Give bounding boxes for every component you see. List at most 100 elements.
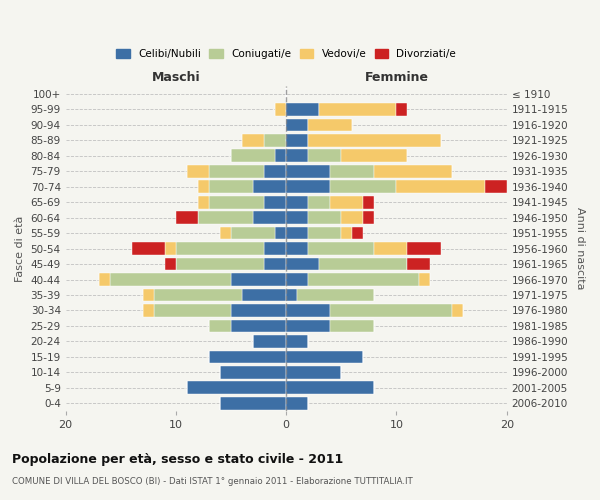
- Bar: [286, 366, 341, 378]
- Bar: [176, 242, 264, 255]
- Bar: [286, 150, 308, 162]
- Bar: [187, 382, 286, 394]
- Bar: [286, 350, 364, 363]
- Bar: [253, 180, 286, 193]
- Bar: [308, 134, 440, 146]
- Bar: [286, 335, 308, 347]
- Bar: [419, 273, 430, 286]
- Bar: [308, 227, 341, 239]
- Bar: [331, 180, 397, 193]
- Bar: [275, 227, 286, 239]
- Bar: [286, 165, 331, 177]
- Bar: [286, 196, 308, 208]
- Bar: [286, 382, 374, 394]
- Bar: [154, 288, 242, 302]
- Legend: Celibi/Nubili, Coniugati/e, Vedovi/e, Divorziati/e: Celibi/Nubili, Coniugati/e, Vedovi/e, Di…: [113, 46, 459, 62]
- Bar: [397, 180, 485, 193]
- Bar: [253, 212, 286, 224]
- Bar: [341, 227, 352, 239]
- Bar: [220, 397, 286, 409]
- Bar: [407, 258, 430, 270]
- Bar: [143, 304, 154, 317]
- Bar: [264, 258, 286, 270]
- Bar: [407, 242, 440, 255]
- Bar: [242, 134, 264, 146]
- Bar: [253, 335, 286, 347]
- Bar: [397, 103, 407, 116]
- Bar: [231, 150, 275, 162]
- Bar: [308, 150, 341, 162]
- Bar: [231, 304, 286, 317]
- Bar: [264, 165, 286, 177]
- Bar: [286, 134, 308, 146]
- Bar: [297, 288, 374, 302]
- Bar: [286, 273, 308, 286]
- Bar: [286, 180, 331, 193]
- Bar: [286, 103, 319, 116]
- Bar: [452, 304, 463, 317]
- Bar: [286, 227, 308, 239]
- Bar: [209, 165, 264, 177]
- Bar: [264, 242, 286, 255]
- Bar: [286, 258, 319, 270]
- Bar: [286, 397, 308, 409]
- Bar: [331, 304, 452, 317]
- Bar: [341, 212, 364, 224]
- Text: COMUNE DI VILLA DEL BOSCO (BI) - Dati ISTAT 1° gennaio 2011 - Elaborazione TUTTI: COMUNE DI VILLA DEL BOSCO (BI) - Dati IS…: [12, 478, 413, 486]
- Bar: [286, 242, 308, 255]
- Bar: [286, 288, 297, 302]
- Y-axis label: Anni di nascita: Anni di nascita: [575, 208, 585, 290]
- Bar: [286, 304, 331, 317]
- Bar: [242, 288, 286, 302]
- Bar: [231, 273, 286, 286]
- Bar: [364, 212, 374, 224]
- Bar: [176, 212, 198, 224]
- Bar: [308, 212, 341, 224]
- Bar: [264, 134, 286, 146]
- Y-axis label: Fasce di età: Fasce di età: [15, 216, 25, 282]
- Bar: [319, 103, 397, 116]
- Bar: [264, 196, 286, 208]
- Bar: [176, 258, 264, 270]
- Bar: [308, 273, 419, 286]
- Bar: [198, 212, 253, 224]
- Bar: [286, 320, 331, 332]
- Bar: [308, 118, 352, 131]
- Bar: [308, 196, 331, 208]
- Bar: [352, 227, 364, 239]
- Bar: [331, 196, 364, 208]
- Bar: [364, 196, 374, 208]
- Bar: [231, 320, 286, 332]
- Bar: [209, 320, 231, 332]
- Bar: [209, 196, 264, 208]
- Bar: [198, 196, 209, 208]
- Bar: [275, 103, 286, 116]
- Bar: [165, 258, 176, 270]
- Bar: [231, 227, 275, 239]
- Bar: [209, 180, 253, 193]
- Bar: [132, 242, 165, 255]
- Bar: [187, 165, 209, 177]
- Bar: [220, 366, 286, 378]
- Bar: [331, 165, 374, 177]
- Bar: [286, 212, 308, 224]
- Bar: [374, 242, 407, 255]
- Bar: [143, 288, 154, 302]
- Bar: [374, 165, 452, 177]
- Text: Maschi: Maschi: [152, 71, 200, 84]
- Bar: [341, 150, 407, 162]
- Bar: [286, 118, 308, 131]
- Text: Popolazione per età, sesso e stato civile - 2011: Popolazione per età, sesso e stato civil…: [12, 452, 343, 466]
- Bar: [319, 258, 407, 270]
- Bar: [99, 273, 110, 286]
- Bar: [308, 242, 374, 255]
- Bar: [154, 304, 231, 317]
- Bar: [220, 227, 231, 239]
- Text: Femmine: Femmine: [364, 71, 428, 84]
- Bar: [275, 150, 286, 162]
- Bar: [331, 320, 374, 332]
- Bar: [485, 180, 507, 193]
- Bar: [110, 273, 231, 286]
- Bar: [198, 180, 209, 193]
- Bar: [209, 350, 286, 363]
